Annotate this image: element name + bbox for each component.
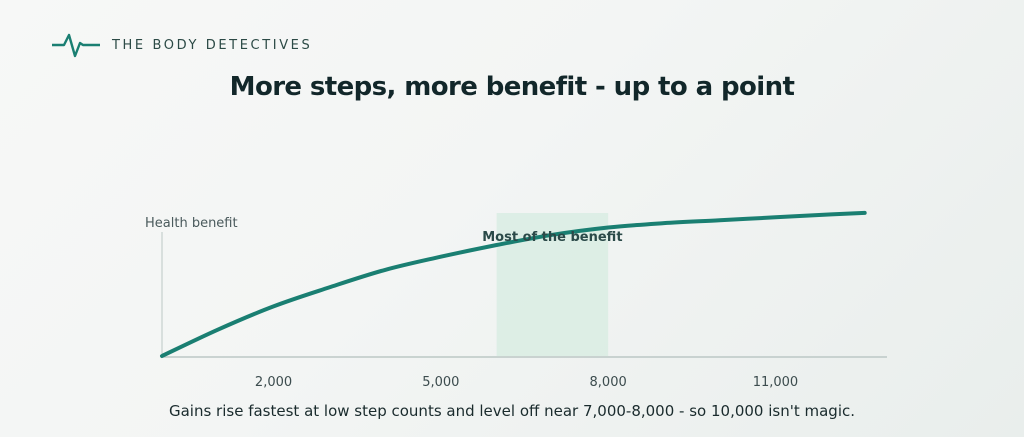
highlight-band	[496, 213, 609, 356]
chart-caption: Gains rise fastest at low step counts an…	[168, 402, 855, 420]
x-tick-label: 5,000	[422, 375, 459, 390]
chart-title: More steps, more benefit - up to a point	[229, 72, 795, 102]
heartbeat-pulse-icon	[52, 33, 100, 58]
benefit-curve	[160, 210, 867, 358]
band-label: Most of the benefit	[482, 230, 622, 245]
x-tick-label: 8,000	[590, 375, 627, 390]
y-axis-label: Health benefit	[145, 216, 238, 231]
brand-name: THE BODY DETECTIVES	[112, 37, 313, 53]
x-tick-label: 11,000	[753, 375, 799, 390]
x-tick-labels: 2,000 5,000 8,000 11,000	[255, 375, 798, 390]
x-tick-label: 2,000	[255, 375, 292, 390]
brand-logo: THE BODY DETECTIVES	[52, 30, 312, 60]
